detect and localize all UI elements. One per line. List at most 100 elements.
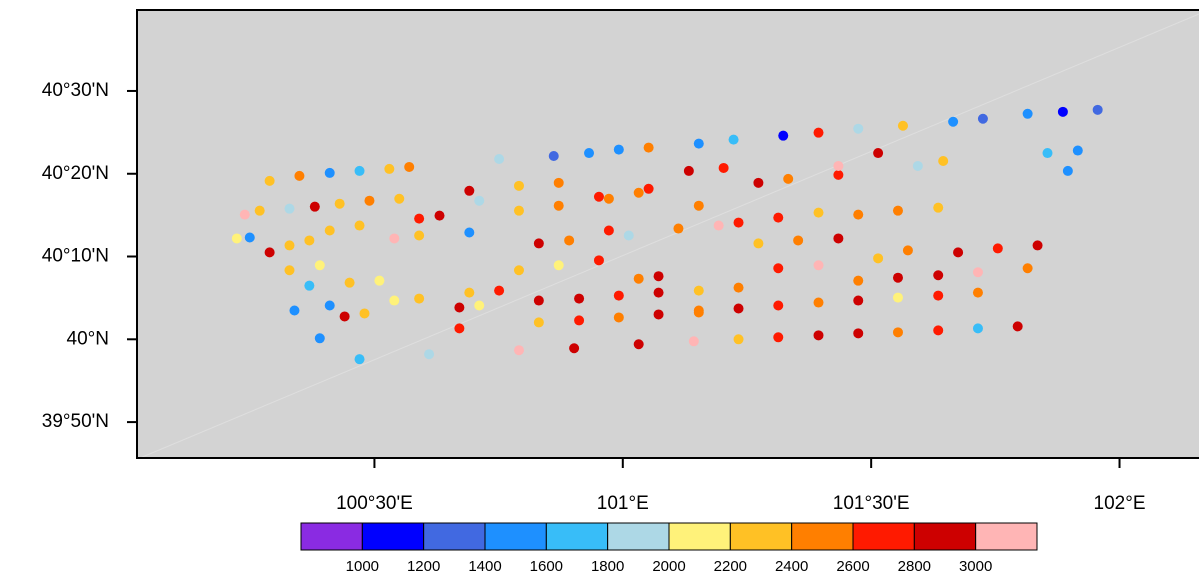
point [334, 198, 345, 209]
point [414, 293, 425, 304]
colorbar-label: 1600 [530, 558, 563, 575]
y-tick-label: 40°N [67, 328, 109, 349]
point [853, 123, 864, 134]
point [813, 260, 824, 271]
point [1032, 240, 1043, 251]
point [593, 255, 604, 266]
point [603, 193, 614, 204]
point [569, 343, 580, 354]
colorbar-label: 2400 [775, 558, 808, 575]
point [533, 295, 544, 306]
point [613, 290, 624, 301]
colorbar-label: 1200 [407, 558, 440, 575]
point [653, 287, 664, 298]
x-tick-label: 100°30'E [336, 493, 413, 514]
point [603, 225, 614, 236]
point [713, 220, 724, 231]
point [324, 300, 335, 311]
point [643, 142, 654, 153]
point [513, 180, 524, 191]
point [304, 235, 315, 246]
point [574, 293, 585, 304]
point [733, 303, 744, 314]
point [953, 247, 964, 258]
point [972, 267, 983, 278]
point [853, 328, 864, 339]
point [693, 138, 704, 149]
point [464, 227, 475, 238]
point [673, 223, 684, 234]
colorbar-box [484, 522, 547, 551]
point [564, 235, 575, 246]
point [284, 240, 295, 251]
point [753, 177, 764, 188]
point [613, 144, 624, 155]
colorbar-box [852, 522, 915, 551]
point [892, 205, 903, 216]
point [833, 233, 844, 244]
point [853, 275, 864, 286]
point [314, 260, 325, 271]
great-circle [139, 13, 1200, 459]
point [873, 148, 884, 159]
point [474, 300, 485, 311]
point [464, 185, 475, 196]
point [833, 169, 844, 180]
point [289, 305, 300, 316]
point [933, 325, 944, 336]
point [244, 232, 255, 243]
point [933, 270, 944, 281]
point [354, 354, 365, 365]
point [354, 220, 365, 231]
point [733, 282, 744, 293]
point [683, 165, 694, 176]
point [873, 253, 884, 264]
point [733, 334, 744, 345]
point [773, 332, 784, 343]
point [613, 312, 624, 323]
point [733, 217, 744, 228]
point [593, 191, 604, 202]
point [972, 287, 983, 298]
colorbar: 1000 1200 1400 1600 1800 2000 2200 2400 2600 2800… [300, 522, 1038, 575]
point [284, 203, 295, 214]
point [354, 165, 365, 176]
point [553, 177, 564, 188]
point [239, 209, 250, 220]
point [533, 238, 544, 249]
colorbar-label: 2600 [836, 558, 869, 575]
point [1022, 108, 1033, 119]
point [414, 213, 425, 224]
x-tick-label: 101°30'E [833, 493, 910, 514]
point [414, 230, 425, 241]
point [359, 308, 370, 319]
colorbar-box [668, 522, 731, 551]
colorbar-label: 2200 [714, 558, 747, 575]
point [693, 285, 704, 296]
point [314, 333, 325, 344]
point [938, 155, 949, 166]
colorbar-label: 3000 [959, 558, 992, 575]
point [693, 307, 704, 318]
point [972, 323, 983, 334]
point [533, 317, 544, 328]
point [294, 170, 305, 181]
point [653, 309, 664, 320]
point [773, 263, 784, 274]
point [643, 183, 654, 194]
point [813, 207, 824, 218]
point [1062, 165, 1073, 176]
point [623, 230, 634, 241]
point [1072, 145, 1083, 156]
point [773, 212, 784, 223]
point [389, 295, 400, 306]
point [853, 295, 864, 306]
point [424, 349, 435, 360]
colorbar-label: 2000 [652, 558, 685, 575]
point [633, 339, 644, 350]
point [404, 161, 415, 172]
point [1042, 148, 1053, 159]
point [553, 200, 564, 211]
point [494, 154, 505, 165]
